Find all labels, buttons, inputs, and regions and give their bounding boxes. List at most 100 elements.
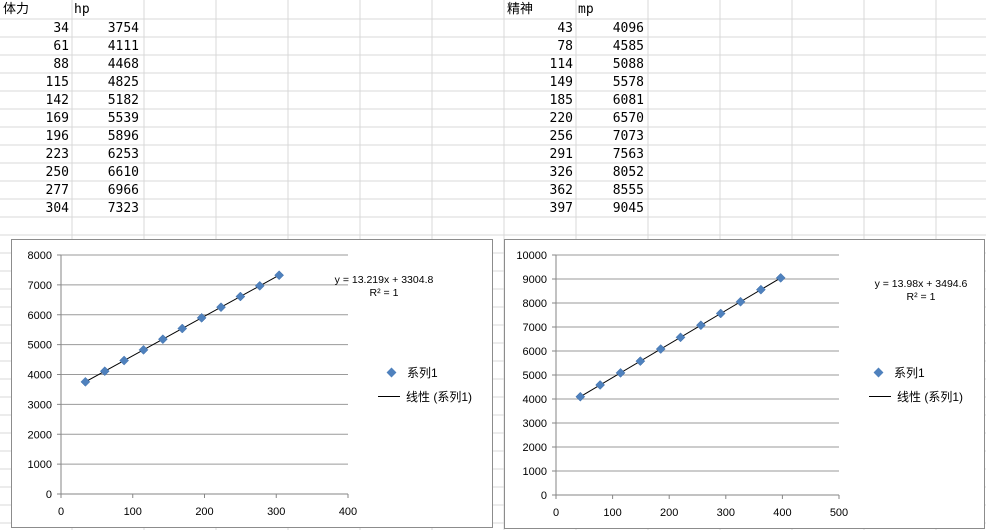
y-tick-label: 4000 [28, 370, 52, 382]
data-point [119, 355, 129, 366]
right-table-cell[interactable]: 5088 [612, 57, 644, 72]
x-tick-label: 500 [830, 507, 848, 519]
data-point [635, 356, 646, 366]
data-point [675, 332, 686, 343]
y-tick-label: 5000 [28, 340, 52, 352]
x-tick-label: 300 [717, 507, 735, 519]
right-table-cell[interactable]: 362 [549, 183, 573, 198]
left-table-cell[interactable]: 142 [45, 93, 69, 108]
right-table-cell[interactable]: 7073 [612, 129, 644, 144]
left-table-cell[interactable]: 4825 [107, 75, 139, 90]
y-tick-label: 0 [46, 489, 52, 501]
left-table-cell[interactable]: 223 [45, 147, 69, 162]
data-point [177, 323, 188, 334]
data-point [655, 344, 666, 354]
trendline-equation-box: y = 13.98x + 3494.6 R² = 1 [861, 278, 981, 304]
right-table-cell[interactable]: 9045 [612, 201, 644, 216]
right-table-cell[interactable]: 220 [549, 111, 573, 126]
hp-scatter-chart[interactable]: 0 1000 2000 3000 4000 5000 6000 7000 8000 0 100 200… [11, 239, 493, 528]
data-point [756, 284, 766, 295]
right-table-cell[interactable]: 185 [549, 93, 573, 108]
x-tick-label: 400 [339, 506, 357, 518]
left-table-cell[interactable]: 5896 [107, 129, 139, 144]
right-table-cell[interactable]: 8052 [612, 165, 644, 180]
legend-trendline-label: 线性 (系列1) [897, 390, 964, 404]
y-tick-label: 6000 [523, 346, 547, 358]
left-table-cell[interactable]: 88 [53, 57, 69, 72]
right-table-cell[interactable]: 8555 [612, 183, 644, 198]
left-table-cell[interactable]: 61 [53, 39, 69, 54]
line-icon [869, 396, 891, 397]
legend-series-label: 系列1 [894, 366, 925, 380]
diamond-marker-icon [873, 367, 884, 378]
y-tick-label: 0 [541, 490, 547, 502]
data-point [254, 281, 265, 291]
trendline-equation: y = 13.98x + 3494.6 [874, 278, 968, 290]
header-tili[interactable]: 体力 [3, 2, 30, 17]
right-table-cell[interactable]: 4585 [612, 39, 644, 54]
r-squared: R² = 1 [369, 287, 399, 299]
y-tick-label: 2000 [523, 442, 547, 454]
y-tick-label: 9000 [523, 274, 547, 286]
left-table-cell[interactable]: 6966 [107, 183, 139, 198]
left-table-cell[interactable]: 5182 [107, 93, 139, 108]
left-table-cell[interactable]: 4468 [107, 57, 139, 72]
right-table-cell[interactable]: 326 [549, 165, 573, 180]
left-table-cell[interactable]: 4111 [107, 39, 139, 54]
right-table-cell[interactable]: 4096 [612, 21, 644, 36]
right-table-cell[interactable]: 43 [557, 21, 573, 36]
y-tick-label: 4000 [523, 394, 547, 406]
data-point [575, 391, 586, 402]
data-point [696, 320, 706, 331]
x-tick-label: 0 [553, 507, 559, 519]
left-table-cell[interactable]: 169 [45, 111, 69, 126]
data-point [274, 270, 284, 281]
x-tick-label: 400 [773, 507, 791, 519]
left-table-cell[interactable]: 34 [53, 21, 69, 36]
x-tick-label: 100 [603, 507, 621, 519]
y-tick-label: 8000 [28, 250, 52, 262]
hp-plot-area: 0 1000 2000 3000 4000 5000 6000 7000 8000 0 100 200… [28, 250, 358, 518]
y-tick-label: 6000 [28, 310, 52, 322]
left-table-cell[interactable]: 115 [45, 75, 69, 90]
y-tick-label: 7000 [523, 322, 547, 334]
right-table-cell[interactable]: 114 [549, 57, 573, 72]
left-table-cell[interactable]: 7323 [107, 201, 139, 216]
x-tick-label: 0 [58, 506, 64, 518]
right-table-cell[interactable]: 5578 [612, 75, 644, 90]
left-table-cell[interactable]: 304 [45, 201, 69, 216]
left-table-cell[interactable]: 3754 [107, 21, 139, 36]
left-table-cell[interactable]: 196 [45, 129, 69, 144]
header-mp[interactable]: mp [578, 2, 594, 17]
right-table-cell[interactable]: 256 [549, 129, 573, 144]
trendline-equation-box: y = 13.219x + 3304.8 R² = 1 [324, 274, 444, 300]
right-table-cell[interactable]: 149 [549, 75, 573, 90]
left-table-cell[interactable]: 277 [45, 183, 69, 198]
data-point [158, 334, 168, 345]
right-table-cell[interactable]: 78 [557, 39, 573, 54]
right-table-cell[interactable]: 397 [549, 201, 573, 216]
data-point [216, 302, 226, 313]
right-table-cell[interactable]: 7563 [612, 147, 644, 162]
diamond-marker-icon [386, 367, 397, 378]
mp-scatter-chart[interactable]: 0 1000 2000 3000 4000 5000 6000 7000 8000 9000 100… [504, 239, 985, 529]
data-point [80, 376, 91, 387]
data-point [99, 366, 110, 377]
right-table-cell[interactable]: 291 [549, 147, 573, 162]
left-table-cell[interactable]: 250 [45, 165, 69, 180]
y-tick-label: 7000 [28, 280, 52, 292]
x-tick-label: 100 [124, 506, 142, 518]
header-jingshen[interactable]: 精神 [507, 2, 534, 17]
right-table-cell[interactable]: 6570 [612, 111, 644, 126]
y-tick-label: 10000 [516, 250, 547, 262]
left-table-cell[interactable]: 6253 [107, 147, 139, 162]
legend-item-trendline: 线性 (系列1) [869, 388, 963, 405]
left-table-cell[interactable]: 6610 [107, 165, 139, 180]
trendline-equation: y = 13.219x + 3304.8 [334, 274, 434, 286]
mp-plot-area: 0100020003000400050006000700080009000100… [516, 250, 848, 519]
header-hp[interactable]: hp [74, 2, 90, 17]
right-table-cell[interactable]: 6081 [612, 93, 644, 108]
r-squared: R² = 1 [906, 291, 936, 303]
data-point [595, 380, 606, 390]
left-table-cell[interactable]: 5539 [107, 111, 139, 126]
